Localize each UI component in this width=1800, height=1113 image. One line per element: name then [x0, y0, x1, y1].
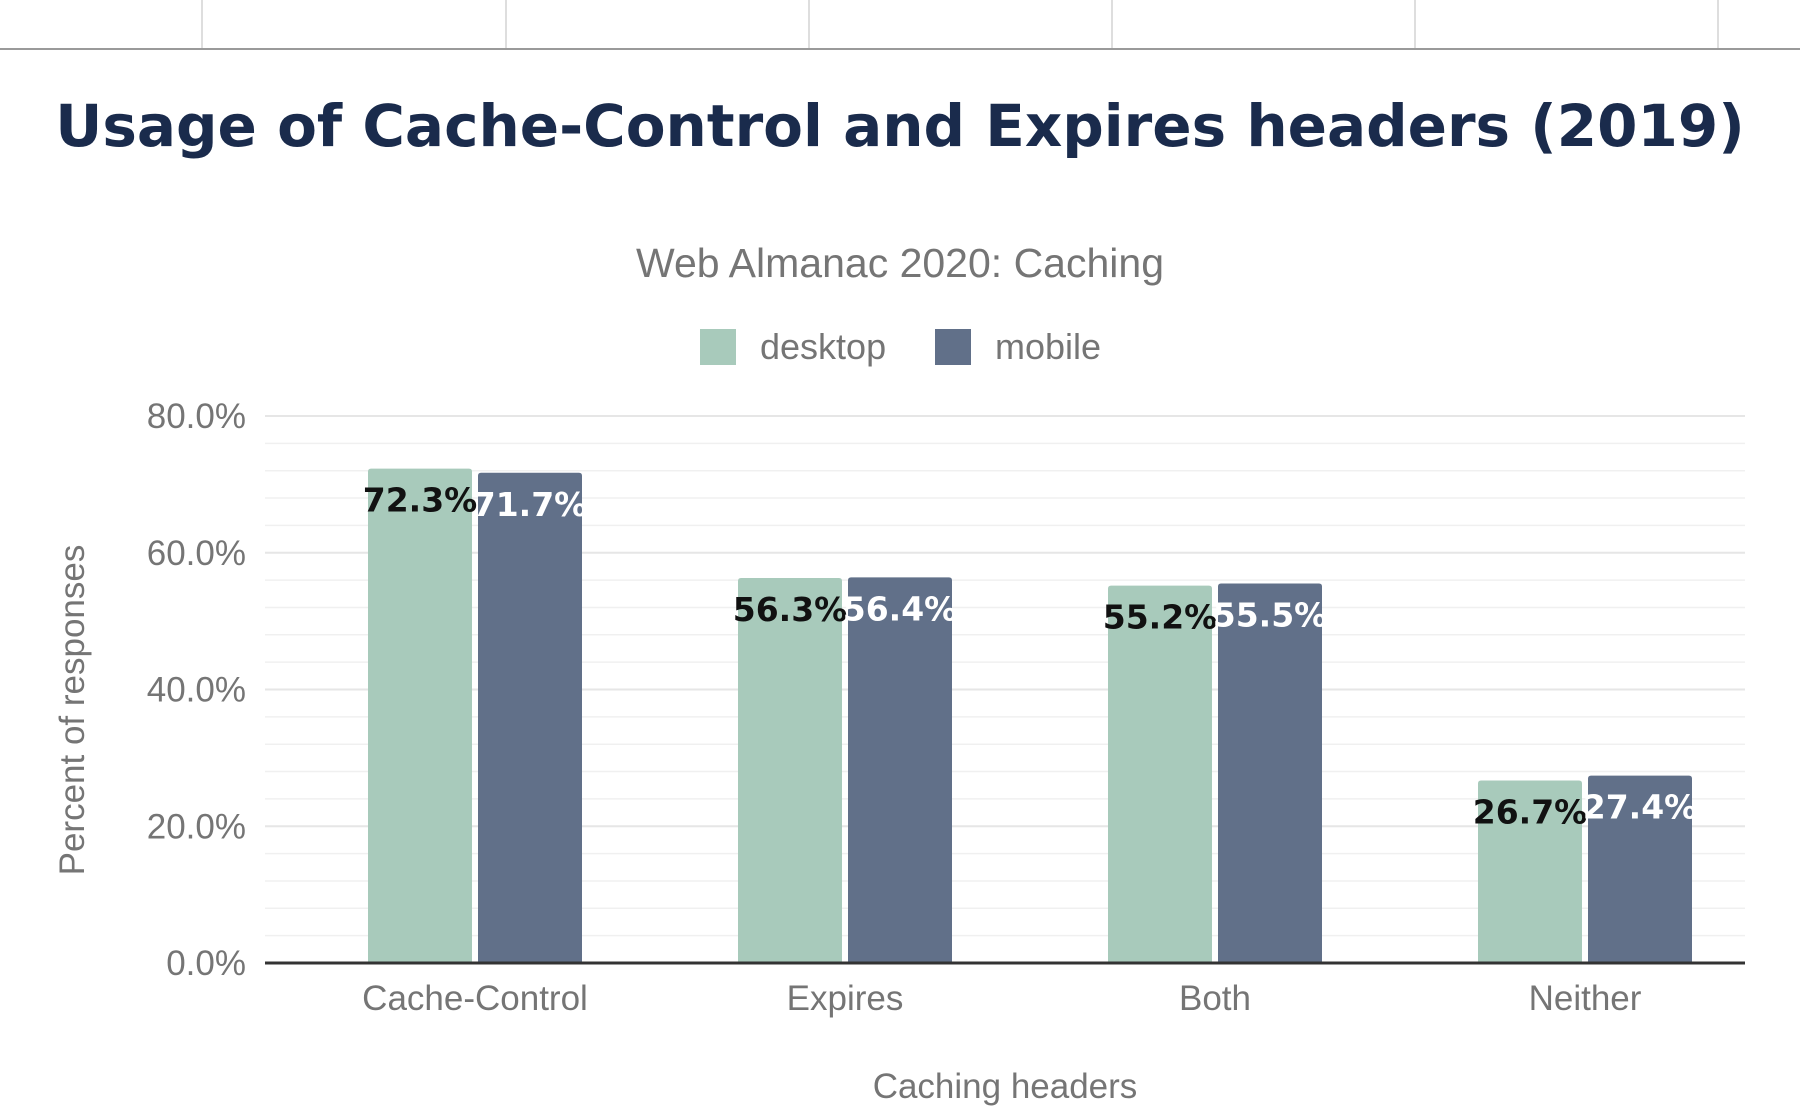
- bar-mobile-expires[interactable]: [848, 577, 952, 963]
- top-table-strip: [0, 0, 1800, 50]
- bar-desktop-both[interactable]: [1108, 585, 1212, 963]
- bar-mobile-neither[interactable]: [1588, 775, 1692, 963]
- x-tick-label: Cache-Control: [362, 979, 588, 1018]
- legend-swatch-desktop: [700, 329, 736, 365]
- bar-mobile-both[interactable]: [1218, 583, 1322, 963]
- bar-desktop-neither[interactable]: [1478, 780, 1582, 963]
- chart-subtitle: Web Almanac 2020: Caching: [635, 240, 1164, 286]
- bar-desktop-cache-control[interactable]: [368, 468, 472, 963]
- data-label: 55.2%: [1103, 598, 1218, 637]
- table-column-divider: [808, 0, 810, 48]
- y-tick-label: 40.0%: [147, 671, 246, 710]
- data-label: 55.5%: [1213, 596, 1328, 635]
- legend-item-mobile[interactable]: mobile: [935, 322, 1101, 372]
- legend-label-mobile: mobile: [995, 326, 1102, 367]
- table-column-divider: [1717, 0, 1719, 48]
- y-tick-label: 60.0%: [147, 534, 246, 573]
- data-label: 71.7%: [473, 485, 588, 524]
- data-label: 26.7%: [1473, 792, 1588, 831]
- bar-desktop-expires[interactable]: [738, 578, 842, 963]
- data-label: 72.3%: [363, 481, 478, 520]
- y-axis-title: Percent of responses: [53, 545, 92, 876]
- x-tick-label: Neither: [1529, 979, 1642, 1018]
- y-tick-label: 0.0%: [166, 944, 246, 983]
- x-tick-label: Both: [1179, 979, 1251, 1018]
- legend-item-desktop[interactable]: desktop: [700, 322, 886, 372]
- table-column-divider: [1111, 0, 1113, 48]
- legend-swatch-mobile: [935, 329, 971, 365]
- legend-label-desktop: desktop: [760, 326, 887, 367]
- chart-title: Usage of Cache-Control and Expires heade…: [55, 92, 1745, 160]
- table-column-divider: [201, 0, 203, 48]
- chart-legend: desktop mobile: [0, 322, 1800, 372]
- data-label: 56.3%: [733, 590, 848, 629]
- x-axis-title: Caching headers: [873, 1067, 1138, 1106]
- data-label: 56.4%: [843, 589, 958, 628]
- bar-mobile-cache-control[interactable]: [478, 472, 582, 963]
- data-label: 27.4%: [1583, 788, 1698, 827]
- x-tick-label: Expires: [787, 979, 904, 1018]
- table-column-divider: [505, 0, 507, 48]
- y-tick-label: 80.0%: [147, 397, 246, 436]
- table-column-divider: [1414, 0, 1416, 48]
- y-tick-label: 20.0%: [147, 807, 246, 846]
